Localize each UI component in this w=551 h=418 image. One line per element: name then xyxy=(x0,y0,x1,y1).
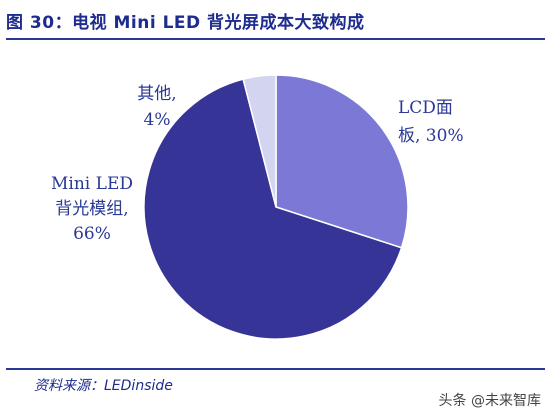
title-divider xyxy=(6,38,545,40)
slice-label-line: 66% xyxy=(73,224,111,244)
slice-label-line: 板, 30% xyxy=(398,126,464,146)
slice-label-line: 4% xyxy=(144,110,171,130)
slice-label-0: LCD面板, 30% xyxy=(398,98,464,146)
pie-chart: LCD面板, 30% Mini LED 背光模组, 66% 其他, 4% xyxy=(51,74,464,340)
slice-label-1: Mini LED 背光模组, 66% xyxy=(51,174,133,244)
figure-title: 图 30：电视 Mini LED 背光屏成本大致构成 xyxy=(6,13,365,33)
pie-labels: LCD面板, 30% Mini LED 背光模组, 66% 其他, 4% xyxy=(51,84,464,244)
slice-label-line: 其他, xyxy=(137,84,176,104)
pie-slice-1 xyxy=(143,78,403,340)
pie-slices xyxy=(143,74,409,340)
slice-label-line: 背光模组, xyxy=(55,199,128,219)
source-note: 资料来源：LEDinside xyxy=(34,378,173,394)
slice-label-line: LCD面 xyxy=(398,98,453,118)
pie-slice-0 xyxy=(275,74,409,249)
slice-label-line: Mini LED xyxy=(51,174,133,194)
pie-slice-2 xyxy=(242,74,277,208)
source-divider xyxy=(6,368,545,370)
watermark-text: 头条 @未来智库 xyxy=(438,393,541,409)
slice-label-2: 其他, 4% xyxy=(137,84,176,130)
